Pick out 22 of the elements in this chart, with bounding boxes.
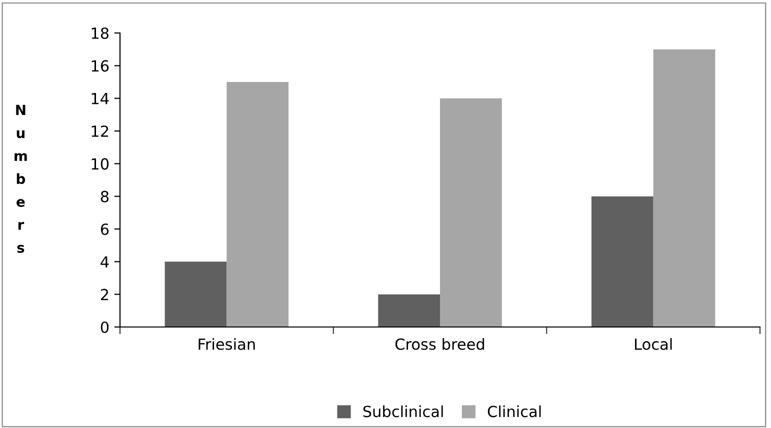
bar <box>378 294 440 327</box>
y-tick-label: 14 <box>92 93 109 104</box>
y-tick-label: 12 <box>92 125 108 137</box>
y-tick-label: 16 <box>92 60 109 72</box>
x-tick-label: Local <box>635 338 672 350</box>
x-tick-label: Cross breed <box>395 338 484 350</box>
y-tick-label: 10 <box>92 158 109 170</box>
y-tick-label: 0 <box>100 321 109 334</box>
bar <box>164 262 227 327</box>
bar <box>226 82 289 327</box>
bar <box>653 49 716 327</box>
y-tick-label: 4 <box>100 256 109 268</box>
legend-label: Clinical <box>488 405 541 418</box>
y-tick-label: 18 <box>92 27 109 40</box>
y-axis-title: Numbers <box>14 104 27 253</box>
y-tick-label: 6 <box>100 223 109 236</box>
y-tick-label: 2 <box>100 288 108 300</box>
bar <box>591 196 654 327</box>
legend-label: Subclinical <box>363 405 443 418</box>
bar <box>440 98 502 327</box>
y-tick-label: 8 <box>100 190 109 202</box>
x-tick-label: Friesian <box>198 338 255 350</box>
